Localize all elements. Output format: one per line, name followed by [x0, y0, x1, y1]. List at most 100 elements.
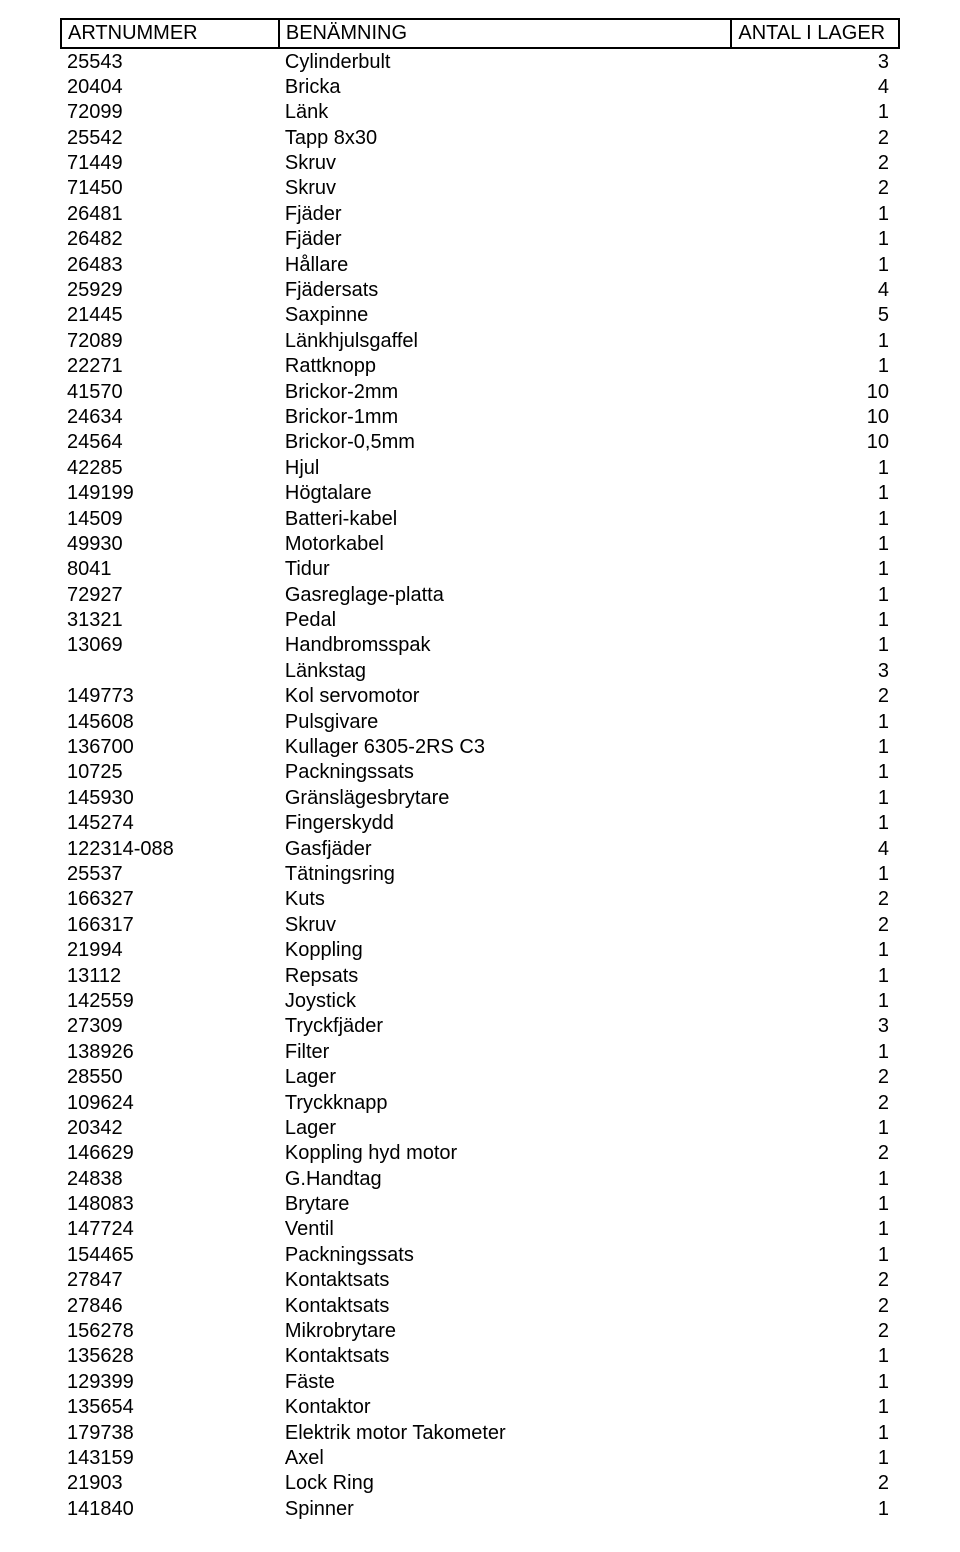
cell-benamning: Koppling: [279, 938, 732, 963]
cell-benamning: Saxpinne: [279, 303, 732, 328]
cell-artnummer: 41570: [61, 379, 279, 404]
cell-artnummer: 14509: [61, 506, 279, 531]
table-row: 26481Fjäder1: [61, 201, 899, 226]
cell-antal: 3: [731, 1014, 899, 1039]
cell-antal: 1: [731, 582, 899, 607]
cell-artnummer: 135628: [61, 1344, 279, 1369]
cell-artnummer: 10725: [61, 760, 279, 785]
cell-antal: 1: [731, 506, 899, 531]
cell-artnummer: 22271: [61, 354, 279, 379]
cell-artnummer: 26481: [61, 201, 279, 226]
cell-antal: 1: [731, 328, 899, 353]
cell-benamning: Fjäder: [279, 227, 732, 252]
table-row: 26482Fjäder1: [61, 227, 899, 252]
cell-artnummer: 21445: [61, 303, 279, 328]
table-row: 154465Packningssats1: [61, 1242, 899, 1267]
cell-benamning: Fingerskydd: [279, 811, 732, 836]
cell-antal: 2: [731, 1471, 899, 1496]
cell-artnummer: 20404: [61, 74, 279, 99]
table-row: 72089Länkhjulsgaffel1: [61, 328, 899, 353]
cell-benamning: Gränslägesbrytare: [279, 785, 732, 810]
cell-benamning: Handbromsspak: [279, 633, 732, 658]
cell-antal: 1: [731, 938, 899, 963]
cell-artnummer: 71450: [61, 176, 279, 201]
cell-antal: 1: [731, 862, 899, 887]
table-row: 25537Tätningsring1: [61, 862, 899, 887]
cell-antal: 1: [731, 455, 899, 480]
cell-benamning: Pulsgivare: [279, 709, 732, 734]
table-row: 26483Hållare1: [61, 252, 899, 277]
cell-antal: 1: [731, 252, 899, 277]
cell-antal: 1: [731, 1039, 899, 1064]
cell-antal: 1: [731, 100, 899, 125]
cell-benamning: Kontaktsats: [279, 1344, 732, 1369]
cell-antal: 2: [731, 1065, 899, 1090]
table-row: 135628Kontaktsats1: [61, 1344, 899, 1369]
cell-benamning: Kullager 6305-2RS C3: [279, 735, 732, 760]
cell-benamning: Brickor-0,5mm: [279, 430, 732, 455]
cell-benamning: Joystick: [279, 988, 732, 1013]
cell-benamning: Kol servomotor: [279, 684, 732, 709]
cell-antal: 1: [731, 1395, 899, 1420]
cell-artnummer: 13069: [61, 633, 279, 658]
cell-antal: 1: [731, 201, 899, 226]
table-row: 145274Fingerskydd1: [61, 811, 899, 836]
table-row: 25929Fjädersats4: [61, 278, 899, 303]
cell-antal: 1: [731, 1115, 899, 1140]
cell-antal: 1: [731, 1166, 899, 1191]
header-row: ARTNUMMER BENÄMNING ANTAL I LAGER: [61, 19, 899, 48]
table-row: 136700Kullager 6305-2RS C31: [61, 735, 899, 760]
cell-benamning: Spinner: [279, 1496, 732, 1521]
cell-benamning: Fjädersats: [279, 278, 732, 303]
cell-antal: 2: [731, 912, 899, 937]
cell-benamning: Packningssats: [279, 1242, 732, 1267]
table-row: 142559Joystick1: [61, 988, 899, 1013]
table-row: 141840Spinner1: [61, 1496, 899, 1521]
cell-antal: 1: [731, 1420, 899, 1445]
cell-benamning: Fjäder: [279, 201, 732, 226]
cell-antal: 1: [731, 557, 899, 582]
table-row: 149773Kol servomotor2: [61, 684, 899, 709]
cell-artnummer: [61, 658, 279, 683]
cell-antal: 4: [731, 74, 899, 99]
table-row: 71450Skruv2: [61, 176, 899, 201]
cell-benamning: Gasfjäder: [279, 836, 732, 861]
cell-benamning: Batteri-kabel: [279, 506, 732, 531]
cell-benamning: Kontaktsats: [279, 1293, 732, 1318]
cell-benamning: Lager: [279, 1115, 732, 1140]
table-row: 129399Fäste1: [61, 1369, 899, 1394]
cell-artnummer: 25542: [61, 125, 279, 150]
table-row: 27847Kontaktsats2: [61, 1268, 899, 1293]
cell-artnummer: 26482: [61, 227, 279, 252]
cell-benamning: Mikrobrytare: [279, 1319, 732, 1344]
table-row: 138926Filter1: [61, 1039, 899, 1064]
cell-antal: 2: [731, 1268, 899, 1293]
cell-benamning: Fäste: [279, 1369, 732, 1394]
cell-antal: 1: [731, 608, 899, 633]
cell-artnummer: 27847: [61, 1268, 279, 1293]
cell-artnummer: 25537: [61, 862, 279, 887]
header-benamning: BENÄMNING: [279, 19, 732, 48]
cell-benamning: Motorkabel: [279, 531, 732, 556]
cell-artnummer: 109624: [61, 1090, 279, 1115]
table-body: 25543Cylinderbult320404Bricka472099Länk1…: [61, 48, 899, 1522]
table-row: 166327Kuts2: [61, 887, 899, 912]
cell-artnummer: 24564: [61, 430, 279, 455]
cell-artnummer: 149199: [61, 481, 279, 506]
cell-antal: 1: [731, 785, 899, 810]
cell-artnummer: 143159: [61, 1445, 279, 1470]
cell-antal: 1: [731, 709, 899, 734]
table-row: 42285Hjul1: [61, 455, 899, 480]
table-row: 10725Packningssats1: [61, 760, 899, 785]
cell-antal: 2: [731, 1319, 899, 1344]
cell-antal: 1: [731, 735, 899, 760]
cell-benamning: Elektrik motor Takometer: [279, 1420, 732, 1445]
cell-benamning: Hjul: [279, 455, 732, 480]
cell-artnummer: 145608: [61, 709, 279, 734]
cell-antal: 10: [731, 430, 899, 455]
cell-antal: 1: [731, 227, 899, 252]
cell-artnummer: 138926: [61, 1039, 279, 1064]
cell-artnummer: 72089: [61, 328, 279, 353]
cell-antal: 2: [731, 1090, 899, 1115]
table-row: 41570Brickor-2mm10: [61, 379, 899, 404]
